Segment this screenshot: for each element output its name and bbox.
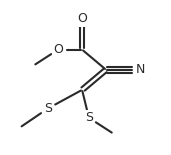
Text: O: O — [77, 12, 87, 25]
Text: S: S — [44, 102, 52, 115]
Text: O: O — [53, 43, 63, 56]
Text: N: N — [136, 63, 145, 76]
Text: S: S — [85, 111, 93, 124]
